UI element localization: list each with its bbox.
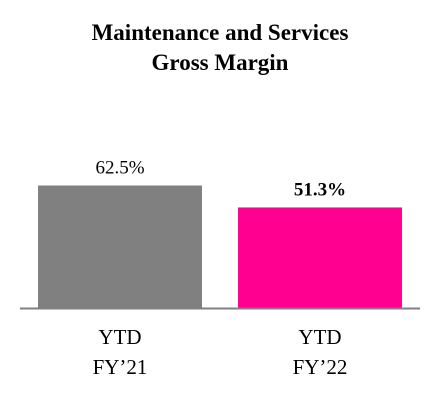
chart-title: Maintenance and Services Gross Margin bbox=[0, 18, 440, 78]
category-label-1-line-2: FY’21 bbox=[93, 355, 148, 379]
chart-title-line-2: Gross Margin bbox=[151, 50, 289, 75]
bar-1 bbox=[38, 185, 202, 308]
category-label-2-line-1: YTD bbox=[298, 325, 341, 349]
data-label-1: 62.5% bbox=[95, 158, 144, 179]
bar-2 bbox=[238, 207, 402, 308]
category-label-1-line-1: YTD bbox=[98, 325, 141, 349]
data-label-2: 51.3% bbox=[294, 179, 346, 200]
chart-title-line-1: Maintenance and Services bbox=[91, 20, 349, 45]
category-label-2-line-2: FY’22 bbox=[293, 355, 348, 379]
